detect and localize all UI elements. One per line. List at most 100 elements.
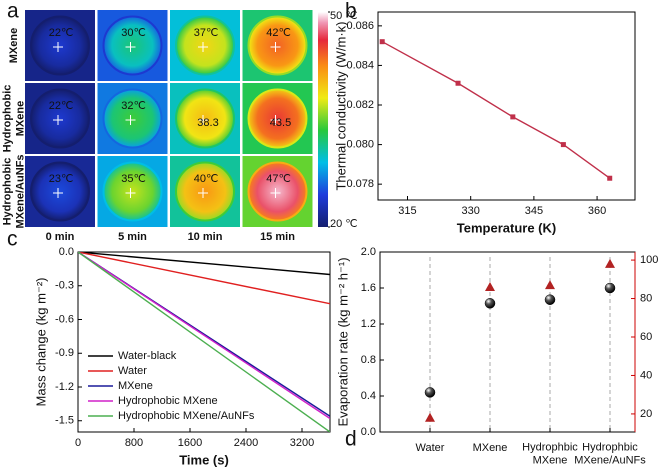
data-marker bbox=[607, 175, 613, 181]
column-label: 10 min bbox=[188, 231, 223, 243]
y-tick-label: -1.2 bbox=[55, 381, 74, 393]
y-tick-label: 1.6 bbox=[361, 282, 376, 294]
y-tick-label: 0.082 bbox=[346, 99, 374, 111]
column-label: 5 min bbox=[118, 231, 147, 243]
legend-label: Hydrophobic MXene/AuNFs bbox=[118, 410, 255, 422]
y2-tick-label: 60 bbox=[640, 331, 652, 343]
x-tick-label: Hydrophbic MXene bbox=[522, 441, 578, 466]
thermal-spot bbox=[30, 161, 90, 222]
column-label: 0 min bbox=[46, 231, 75, 243]
y2-tick-label: 20 bbox=[640, 408, 652, 420]
x-tick-label: Hydrophbic MXene/AuNFs bbox=[574, 441, 646, 466]
triangle-marker bbox=[605, 258, 615, 268]
x-tick-label: 1600 bbox=[178, 437, 202, 449]
panel-letter: c bbox=[7, 228, 18, 251]
temperature-label: 32℃ bbox=[121, 100, 146, 112]
data-line bbox=[78, 252, 330, 276]
thermal-spot bbox=[247, 15, 308, 76]
data-marker bbox=[560, 142, 566, 148]
panel-letter: a bbox=[7, 0, 19, 23]
y2-tick-label: 80 bbox=[640, 292, 652, 304]
thermal-spot bbox=[175, 15, 235, 76]
x-tick-label: 315 bbox=[398, 205, 416, 217]
temperature-label: 30℃ bbox=[121, 27, 146, 39]
x-tick-label: 800 bbox=[125, 437, 143, 449]
sphere-marker bbox=[544, 294, 556, 305]
thermal-spot bbox=[247, 88, 308, 149]
data-marker bbox=[455, 80, 461, 86]
triangle-marker bbox=[425, 412, 435, 422]
temperature-label: 23℃ bbox=[49, 173, 74, 185]
thermal-spot bbox=[30, 88, 90, 149]
temperature-label: 22℃ bbox=[49, 100, 74, 112]
y-tick-label: 0.078 bbox=[346, 178, 374, 190]
y-tick-label: 0.086 bbox=[346, 20, 374, 32]
data-line bbox=[381, 41, 611, 179]
data-marker bbox=[510, 114, 516, 120]
legend-label: Water bbox=[118, 365, 147, 377]
thermal-spot bbox=[102, 161, 163, 222]
y-tick-label: 0.0 bbox=[59, 246, 74, 258]
thermal-spot bbox=[175, 161, 235, 222]
y-axis-label: Mass change (kg m⁻²) bbox=[33, 278, 48, 407]
y-tick-label: 0.8 bbox=[361, 354, 376, 366]
temperature-label: 38.3 bbox=[197, 117, 218, 129]
y-tick-label: 1.2 bbox=[361, 318, 376, 330]
temperature-label: 47℃ bbox=[266, 173, 291, 185]
y-tick-label: 0.0 bbox=[361, 426, 376, 438]
x-tick-label: 330 bbox=[462, 205, 480, 217]
plot-frame bbox=[379, 251, 636, 433]
colorbar-label: 20 ℃ bbox=[330, 218, 358, 230]
x-tick-label: 3200 bbox=[290, 437, 314, 449]
row-label: HydrophobicMXene bbox=[1, 85, 26, 153]
x-axis-label: Temperature (K) bbox=[457, 220, 556, 235]
y-axis-label: Evaporation rate (kg m⁻² h⁻¹) bbox=[335, 257, 350, 426]
y2-tick-label: 40 bbox=[640, 369, 652, 381]
plot-frame bbox=[377, 11, 636, 201]
temperature-label: 35℃ bbox=[121, 173, 146, 185]
row-label: MXene bbox=[8, 28, 20, 63]
y-tick-label: 0.080 bbox=[346, 138, 374, 150]
thermal-spot bbox=[30, 15, 90, 76]
y-tick-label: 2.0 bbox=[361, 246, 376, 258]
thermal-spot bbox=[102, 88, 163, 149]
data-marker bbox=[379, 39, 385, 45]
data-line bbox=[78, 252, 330, 305]
sphere-marker bbox=[484, 298, 496, 309]
x-tick-label: MXene bbox=[473, 442, 508, 454]
x-tick-label: 345 bbox=[525, 205, 543, 217]
thermal-spot bbox=[247, 161, 308, 222]
y-tick-label: 0.084 bbox=[346, 59, 374, 71]
y-tick-label: -1.5 bbox=[55, 415, 74, 427]
x-tick-label: 0 bbox=[75, 437, 81, 449]
colorbar-label: 50 ℃ bbox=[330, 10, 358, 22]
thermal-spot bbox=[102, 15, 163, 76]
temperature-label: 43.5 bbox=[270, 117, 291, 129]
sphere-marker bbox=[424, 387, 436, 398]
triangle-marker bbox=[545, 280, 555, 290]
triangle-marker bbox=[485, 282, 495, 291]
y-tick-label: 0.4 bbox=[361, 390, 376, 402]
y2-tick-label: 100 bbox=[640, 254, 658, 266]
panel-letter: d bbox=[345, 428, 357, 451]
row-label: HydrophobicMXene/AuNFs bbox=[1, 155, 26, 229]
y-tick-label: -0.3 bbox=[55, 280, 74, 292]
plot-frame bbox=[77, 251, 331, 433]
y-axis-label: Thermal conductivity (W/m·k) bbox=[333, 21, 348, 190]
temperature-label: 37℃ bbox=[194, 27, 219, 39]
x-tick-label: 360 bbox=[588, 205, 606, 217]
temperature-label: 22℃ bbox=[49, 27, 74, 39]
data-line bbox=[78, 252, 330, 420]
temperature-label: 40℃ bbox=[194, 173, 219, 185]
y-tick-label: -0.6 bbox=[55, 313, 74, 325]
x-tick-label: Water bbox=[416, 442, 445, 454]
thermal-spot bbox=[175, 88, 235, 149]
legend-label: Water-black bbox=[118, 350, 177, 362]
sphere-marker bbox=[604, 282, 616, 294]
x-tick-label: 2400 bbox=[234, 437, 258, 449]
colorbar bbox=[318, 12, 328, 227]
x-axis-label: Time (s) bbox=[179, 452, 229, 467]
y-tick-label: -0.9 bbox=[55, 347, 74, 359]
temperature-label: 42℃ bbox=[266, 27, 291, 39]
column-label: 15 min bbox=[260, 231, 295, 243]
